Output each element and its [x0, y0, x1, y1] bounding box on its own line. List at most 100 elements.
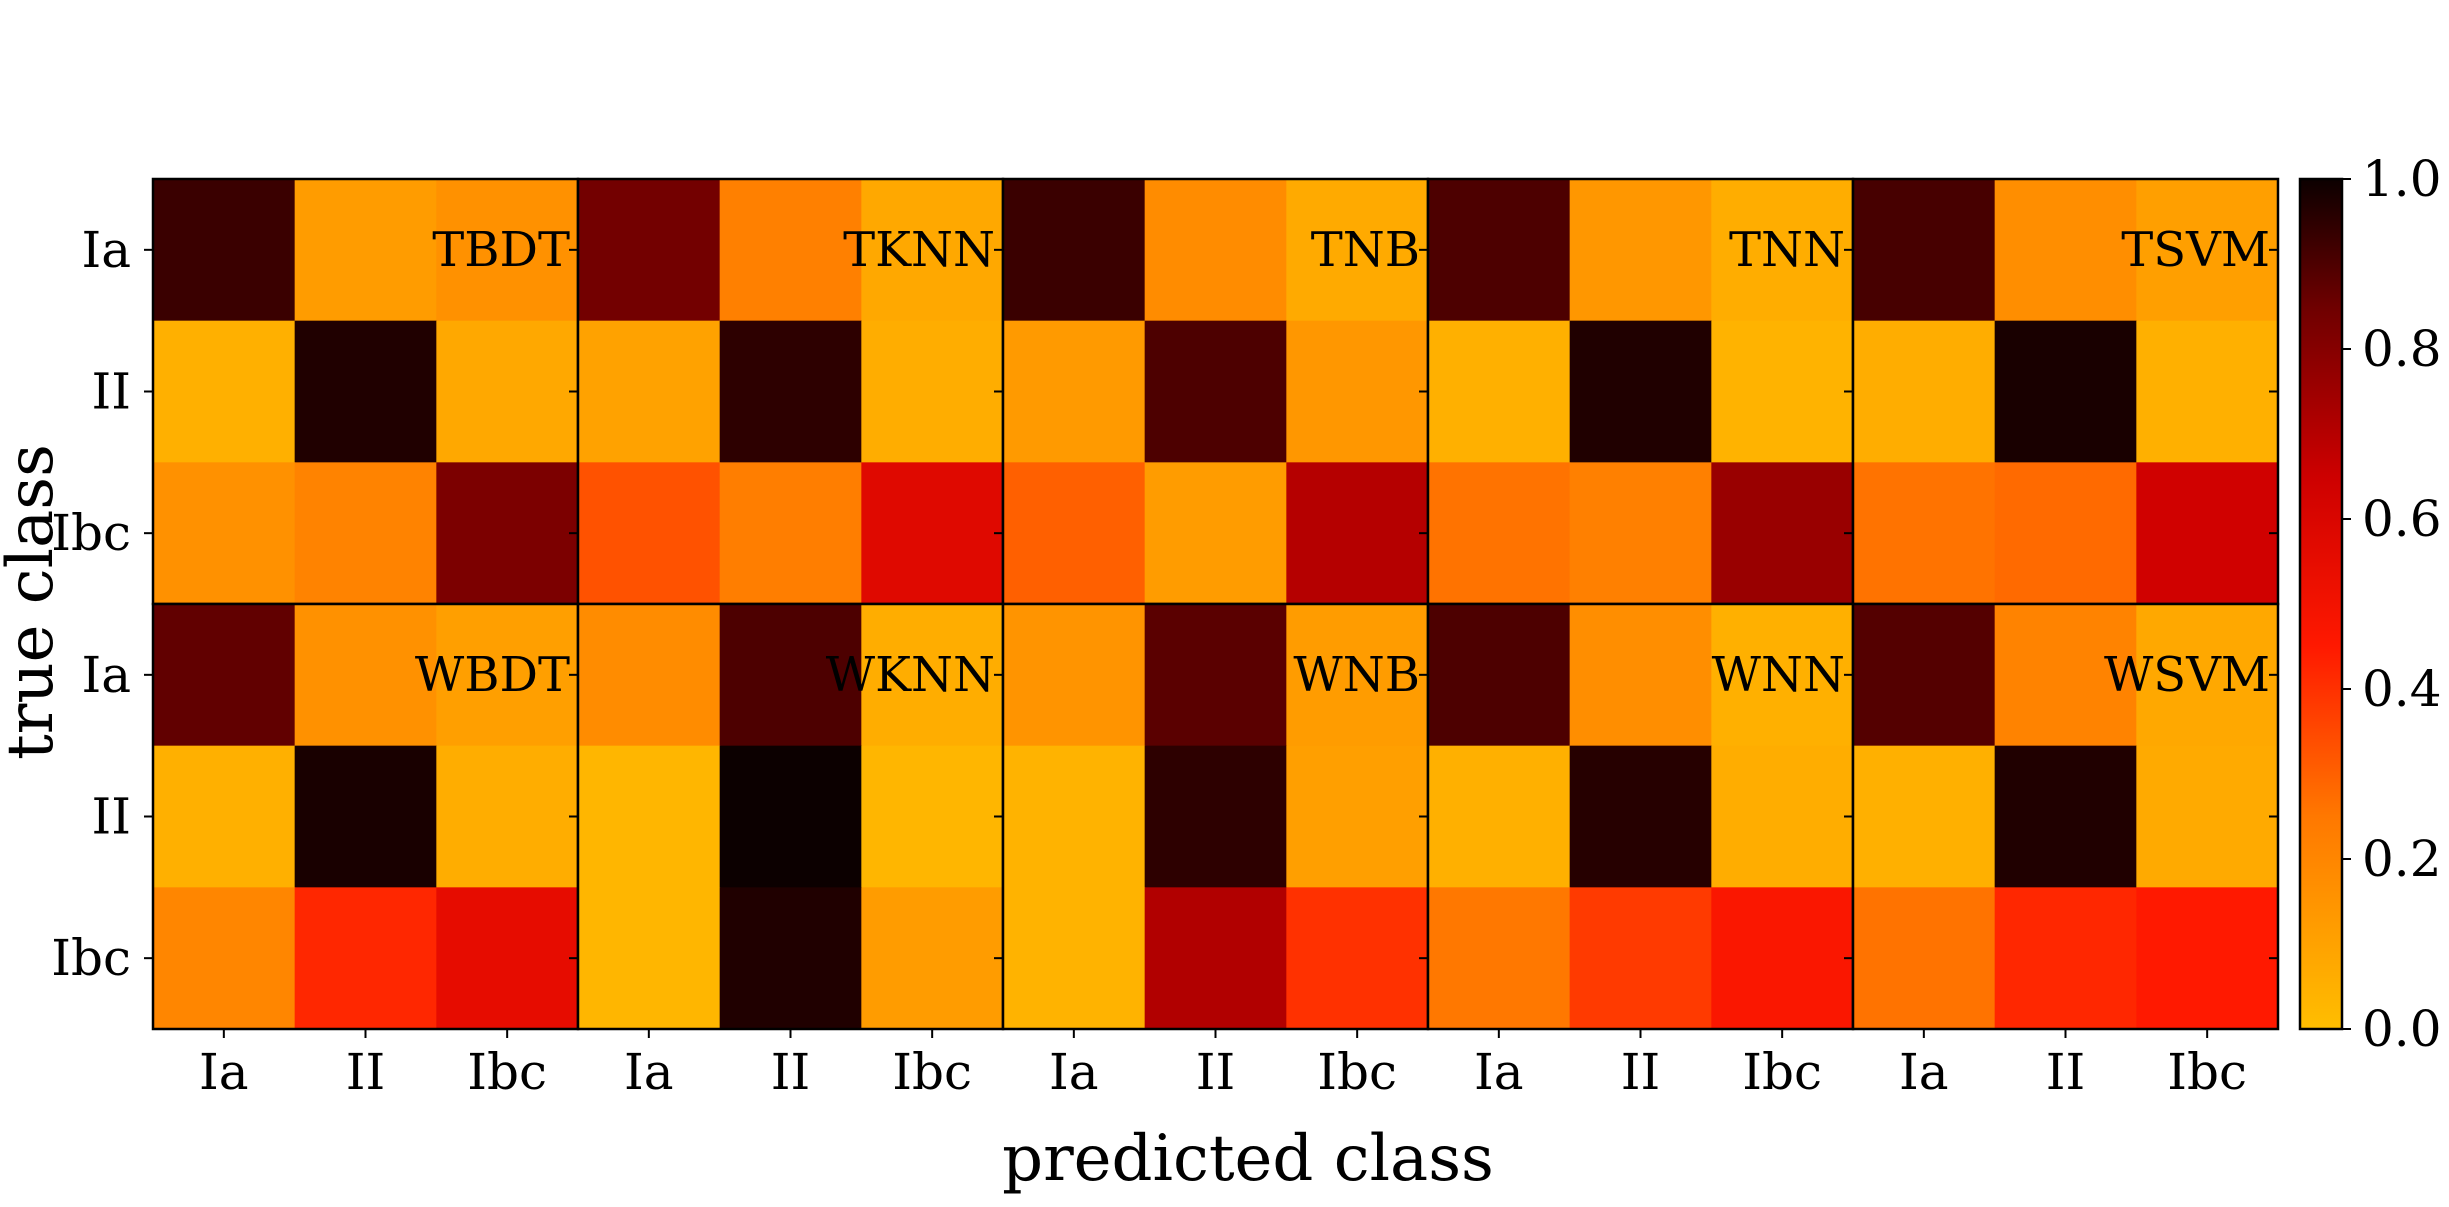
heatmap-cell [719, 179, 862, 322]
x-tick-label: II [2046, 1043, 2086, 1101]
heatmap-cell [1853, 179, 1996, 322]
panel-wbdt: WBDT [151, 602, 580, 1031]
heatmap-cell [1286, 179, 1429, 322]
panel-tknn: TKNN [576, 177, 1005, 606]
heatmap-cell [436, 887, 579, 1030]
heatmap-cell [1569, 745, 1712, 888]
heatmap-cell [436, 320, 579, 463]
heatmap-cell [1144, 745, 1287, 888]
heatmap-cell [436, 604, 579, 747]
colorbar-tick-label: 0.0 [2362, 1000, 2442, 1058]
heatmap-cell [1286, 887, 1429, 1030]
heatmap-cell [1003, 604, 1146, 747]
x-tick-label: Ibc [2167, 1043, 2247, 1101]
heatmap-cell [1428, 462, 1571, 605]
panel-label: TNN [1729, 222, 1845, 278]
panel-label: WBDT [415, 647, 570, 703]
x-tick-label: Ia [1899, 1043, 1949, 1101]
heatmap-cell [153, 179, 296, 322]
x-tick-label: Ibc [467, 1043, 547, 1101]
heatmap-cell [1711, 887, 1854, 1030]
heatmap-cell [1286, 604, 1429, 747]
heatmap-cell [1003, 745, 1146, 888]
heatmap-panels: TBDT TKNN TNB TNN TSVM WBDT WKNN WNB WNN WSVM [151, 177, 2280, 1031]
panel-label: TBDT [432, 222, 570, 278]
heatmap-cell [719, 604, 862, 747]
heatmap-cell [1144, 462, 1287, 605]
heatmap-cell [2136, 179, 2279, 322]
panel-label: WNN [1712, 647, 1845, 703]
colorbar: 0.0 0.2 0.4 0.6 0.8 1.0 [2298, 150, 2442, 1058]
x-tick-label: Ia [624, 1043, 674, 1101]
heatmap-cell [1994, 745, 2137, 888]
x-tick-label: II [346, 1043, 386, 1101]
heatmap-cell [294, 604, 437, 747]
y-tick-label: II [91, 363, 131, 421]
heatmap-cell [1569, 179, 1712, 322]
panel-tnn: TNN [1426, 177, 1855, 606]
colorbar-tick-label: 1.0 [2362, 150, 2442, 208]
heatmap-cell [294, 179, 437, 322]
heatmap-cell [1569, 462, 1712, 605]
x-tick-label: II [1621, 1043, 1661, 1101]
panel-label: WNB [1293, 647, 1420, 703]
heatmap-cell [1144, 604, 1287, 747]
x-tick-label: II [1196, 1043, 1236, 1101]
heatmap-cell [1711, 745, 1854, 888]
panel-tsvm: TSVM [1851, 177, 2280, 606]
panel-label: WSVM [2104, 647, 2270, 703]
heatmap-cell [1003, 462, 1146, 605]
heatmap-cell [861, 462, 1004, 605]
colorbar-tick-label: 0.6 [2362, 490, 2442, 548]
panel-label: TKNN [843, 222, 995, 278]
heatmap-cell [578, 462, 721, 605]
heatmap-cell [1003, 887, 1146, 1030]
heatmap-cell [1144, 887, 1287, 1030]
heatmap-cell [2136, 604, 2279, 747]
heatmap-cell [1853, 320, 1996, 463]
heatmap-cell [719, 745, 862, 888]
x-tick-label: II [771, 1043, 811, 1101]
colorbar-tick-label: 0.4 [2362, 660, 2442, 718]
y-tick-label: Ibc [51, 504, 131, 562]
heatmap-cell [1428, 320, 1571, 463]
heatmap-cell [436, 745, 579, 888]
heatmap-cell [294, 320, 437, 463]
heatmap-cell [578, 320, 721, 463]
heatmap-cell [1853, 604, 1996, 747]
heatmap-cell [153, 604, 296, 747]
x-tick-label: Ibc [892, 1043, 972, 1101]
heatmap-cell [1994, 320, 2137, 463]
y-axis-label: true class [0, 444, 68, 760]
heatmap-cell [1569, 604, 1712, 747]
heatmap-cell [1569, 887, 1712, 1030]
heatmap-cell [578, 887, 721, 1030]
y-tick-label: Ia [81, 646, 131, 704]
heatmap-cell [1711, 604, 1854, 747]
heatmap-cell [1286, 745, 1429, 888]
y-tick-label: II [91, 788, 131, 846]
heatmap-cell [1711, 179, 1854, 322]
panel-wnn: WNN [1426, 602, 1855, 1031]
heatmap-cell [436, 179, 579, 322]
heatmap-cell [1286, 462, 1429, 605]
panel-wknn: WKNN [576, 602, 1005, 1031]
heatmap-cell [2136, 887, 2279, 1030]
panel-label: WKNN [826, 647, 995, 703]
heatmap-cell [1994, 887, 2137, 1030]
heatmap-cell [861, 604, 1004, 747]
x-tick-label: Ibc [1317, 1043, 1397, 1101]
colorbar-tick-label: 0.2 [2362, 830, 2442, 888]
heatmap-cell [1994, 179, 2137, 322]
heatmap-cell [578, 179, 721, 322]
colorbar-tick-label: 0.8 [2362, 320, 2442, 378]
x-tick-label: Ia [199, 1043, 249, 1101]
heatmap-cell [1853, 887, 1996, 1030]
panel-wnb: WNB [1001, 602, 1430, 1031]
heatmap-cell [1853, 462, 1996, 605]
heatmap-cell [719, 462, 862, 605]
heatmap-cell [1003, 320, 1146, 463]
heatmap-cell [861, 179, 1004, 322]
x-tick-label: Ibc [1742, 1043, 1822, 1101]
heatmap-cell [719, 320, 862, 463]
